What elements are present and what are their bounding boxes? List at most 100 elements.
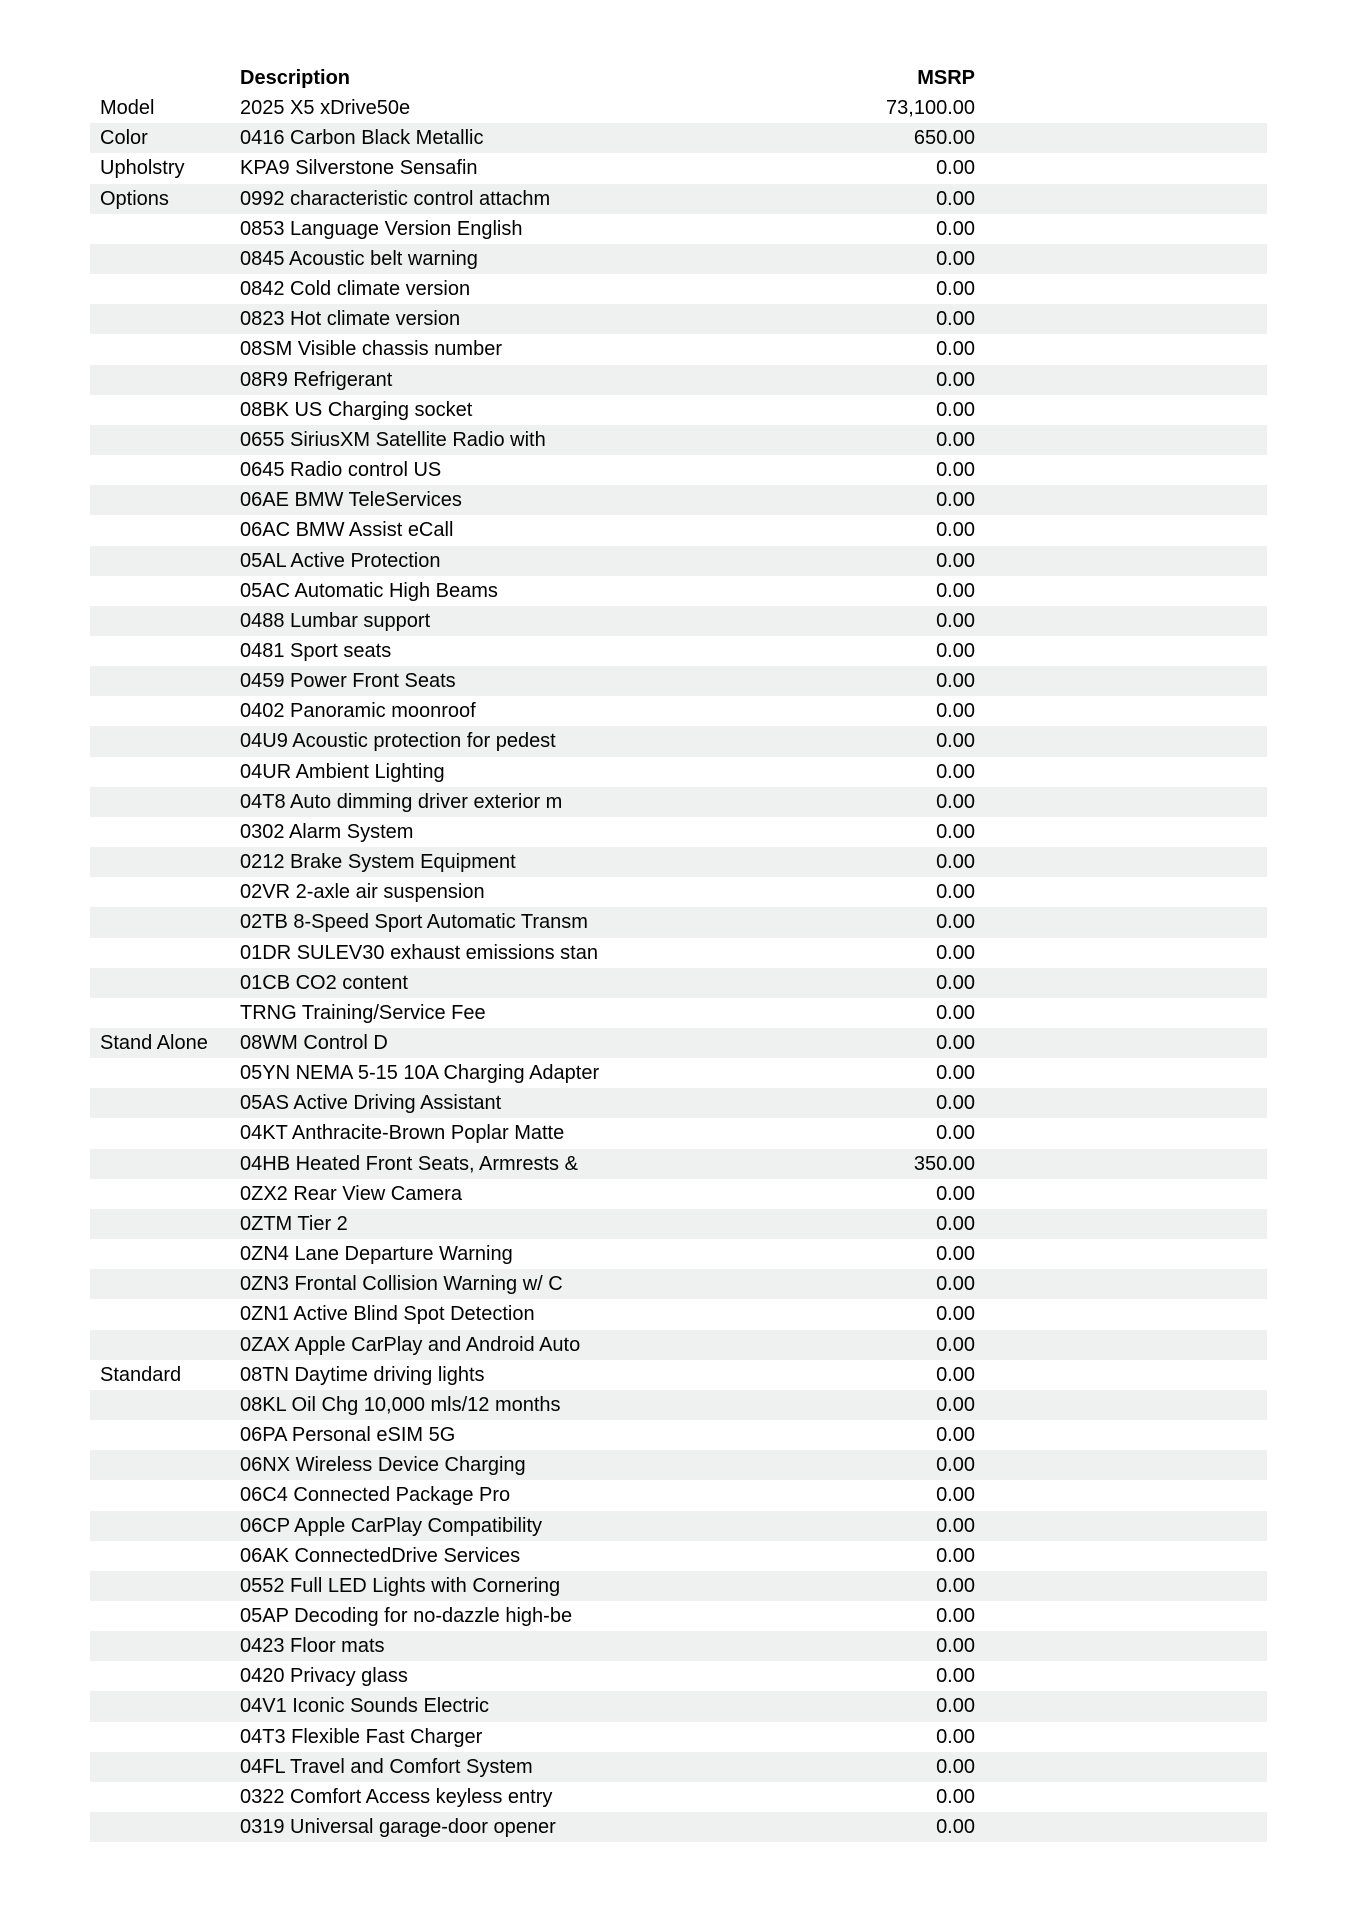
msrp-cell: 73,100.00	[886, 97, 975, 120]
spacer-cell	[975, 1330, 1267, 1360]
description-cell: 06PA Personal eSIM 5G	[240, 1424, 456, 1447]
category-cell	[90, 787, 240, 817]
table-row: Options 0992 characteristic control attac…	[90, 183, 1267, 214]
description-cell: 0481 Sport seats	[240, 639, 392, 662]
description-cell: 0655 SiriusXM Satellite Radio with	[240, 428, 546, 451]
category-cell	[90, 576, 240, 606]
table-row: 0ZTM Tier 2 0.00	[90, 1208, 1267, 1240]
table-row: 04U9 Acoustic protection for pedest 0.00	[90, 726, 1267, 757]
category-cell	[90, 696, 240, 726]
spacer-cell	[975, 395, 1267, 425]
category-cell: Options	[100, 187, 169, 210]
category-cell	[90, 365, 240, 395]
spacer-cell	[975, 1541, 1267, 1571]
msrp-cell: 0.00	[936, 1544, 975, 1567]
table-row: 0402 Panoramic moonroof 0.00	[90, 696, 1267, 726]
msrp-cell: 0.00	[936, 670, 975, 693]
msrp-cell: 0.00	[936, 941, 975, 964]
description-cell: 05AC Automatic High Beams	[240, 579, 498, 602]
table-row: 05AC Automatic High Beams 0.00	[90, 576, 1267, 606]
category-cell	[90, 334, 240, 364]
spacer-cell	[975, 1782, 1267, 1812]
spacer-cell	[975, 1390, 1267, 1420]
msrp-cell: 0.00	[936, 639, 975, 662]
spacer-cell	[975, 1661, 1267, 1691]
description-cell: 04HB Heated Front Seats, Armrests &	[240, 1152, 578, 1175]
description-cell: 06AE BMW TeleServices	[240, 489, 462, 512]
msrp-cell: 0.00	[936, 1635, 975, 1658]
table-row: Stand Alone 08WM Control D 0.00	[90, 1028, 1267, 1059]
spacer-cell	[975, 907, 1267, 937]
spacer-cell	[975, 1691, 1267, 1721]
spacer-cell	[975, 455, 1267, 485]
msrp-cell: 0.00	[936, 368, 975, 391]
description-cell: 0992 characteristic control attachm	[240, 187, 551, 210]
msrp-cell: 0.00	[936, 549, 975, 572]
category-cell	[90, 1179, 240, 1209]
category-cell	[90, 1390, 240, 1420]
description-cell: 0823 Hot climate version	[240, 308, 461, 331]
table-row: 0302 Alarm System 0.00	[90, 817, 1267, 847]
spacer-cell	[975, 1450, 1267, 1480]
table-row: 04FL Travel and Comfort System 0.00	[90, 1751, 1267, 1782]
msrp-cell: 0.00	[936, 398, 975, 421]
description-cell: 04T3 Flexible Fast Charger	[240, 1725, 483, 1748]
msrp-cell: 350.00	[913, 1152, 975, 1175]
spacer-cell	[975, 666, 1267, 696]
description-cell: 05AS Active Driving Assistant	[240, 1092, 502, 1115]
msrp-cell: 0.00	[936, 881, 975, 904]
table-row: TRNG Training/Service Fee 0.00	[90, 998, 1267, 1028]
description-cell: 08KL Oil Chg 10,000 mls/12 months	[240, 1393, 561, 1416]
msrp-cell: 0.00	[936, 730, 975, 753]
msrp-cell: 0.00	[936, 1212, 975, 1235]
description-cell: 0ZX2 Rear View Camera	[240, 1182, 462, 1205]
description-cell: 0416 Carbon Black Metallic	[240, 127, 484, 150]
table-row: 0ZN3 Frontal Collision Warning w/ C 0.00	[90, 1269, 1267, 1300]
description-header-cell: Description	[240, 67, 351, 89]
description-cell: 0ZTM Tier 2	[240, 1212, 348, 1235]
spacer-cell	[975, 968, 1267, 998]
msrp-cell: 0.00	[936, 489, 975, 512]
spacer-cell	[975, 1269, 1267, 1299]
msrp-cell: 0.00	[936, 519, 975, 542]
description-cell: 0423 Floor mats	[240, 1635, 385, 1658]
table-row: 04HB Heated Front Seats, Armrests & 350.0…	[90, 1148, 1267, 1179]
msrp-cell: 0.00	[936, 790, 975, 813]
table-row: 0459 Power Front Seats 0.00	[90, 666, 1267, 697]
table-row: 05AP Decoding for no-dazzle high-be 0.00	[90, 1601, 1267, 1631]
category-cell	[90, 817, 240, 847]
msrp-cell: 0.00	[936, 247, 975, 270]
table-row: 08BK US Charging socket 0.00	[90, 395, 1267, 425]
spacer-cell	[975, 938, 1267, 968]
description-cell: 06AC BMW Assist eCall	[240, 519, 454, 542]
msrp-cell: 0.00	[936, 1755, 975, 1778]
msrp-cell: 0.00	[936, 217, 975, 240]
table-row: 06AC BMW Assist eCall 0.00	[90, 515, 1267, 545]
description-cell: 05AL Active Protection	[240, 549, 441, 572]
spacer-cell	[975, 1752, 1267, 1782]
description-cell: 04T8 Auto dimming driver exterior m	[240, 790, 563, 813]
msrp-cell: 0.00	[936, 1333, 975, 1356]
category-cell	[90, 1118, 240, 1148]
spacer-cell	[975, 576, 1267, 606]
msrp-cell: 0.00	[936, 971, 975, 994]
spacer-cell	[975, 1571, 1267, 1601]
spacer-cell	[975, 1812, 1267, 1842]
table-row: 0481 Sport seats 0.00	[90, 636, 1267, 666]
spacer-cell	[975, 1360, 1267, 1390]
category-cell	[90, 1601, 240, 1631]
msrp-cell: 0.00	[936, 1243, 975, 1266]
category-cell	[90, 1269, 240, 1299]
table-row: 0842 Cold climate version 0.00	[90, 274, 1267, 304]
table-row: 0845 Acoustic belt warning 0.00	[90, 243, 1267, 275]
msrp-cell: 0.00	[936, 1665, 975, 1688]
description-cell: 0552 Full LED Lights with Cornering	[240, 1574, 561, 1597]
description-cell: 05YN NEMA 5-15 10A Charging Adapter	[240, 1062, 600, 1085]
table-row: 04V1 Iconic Sounds Electric 0.00	[90, 1691, 1267, 1722]
msrp-cell: 0.00	[936, 1363, 975, 1386]
spacer-cell	[975, 546, 1267, 576]
table-body: Model 2025 X5 xDrive50e 73,100.00 Color 0416…	[90, 93, 1267, 1843]
category-cell	[90, 1782, 240, 1812]
spacer-cell	[975, 244, 1267, 274]
